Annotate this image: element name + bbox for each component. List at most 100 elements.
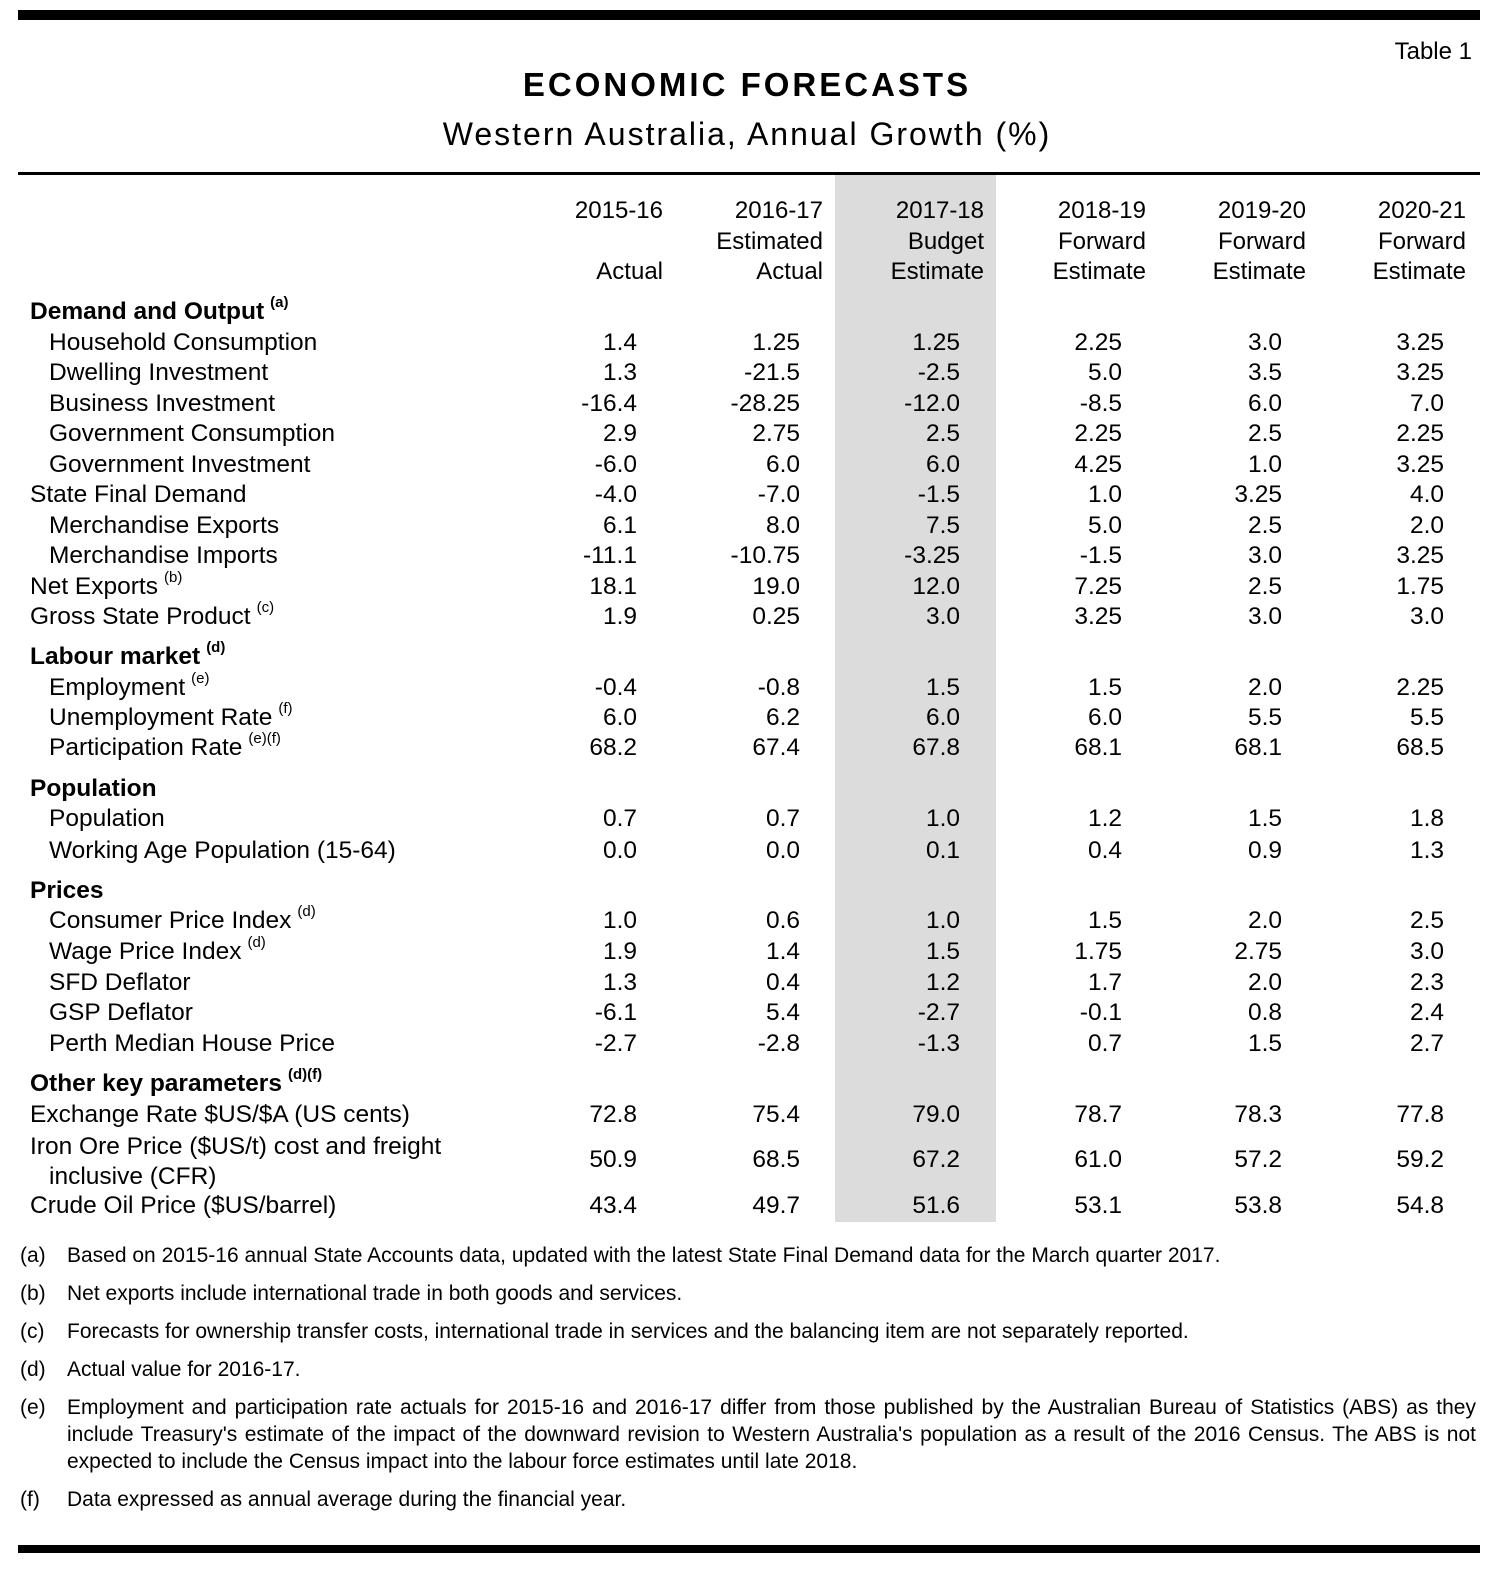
row-label: Prices: [30, 877, 104, 905]
cell-value: 6.1: [602, 512, 637, 539]
cell-value: 78.7: [1074, 1101, 1122, 1128]
row-label-text: Consumer Price Index: [49, 907, 292, 934]
column-header-line2: Budget: [907, 227, 984, 255]
cell-value: -6.1: [594, 999, 637, 1026]
section-heading-row: Demand and Output (a): [0, 294, 1494, 328]
cell-value: -10.75: [730, 542, 800, 569]
cell-value: 2.0: [1409, 512, 1444, 539]
footnote: (b) Net exports include international tra…: [20, 1280, 1476, 1307]
footnote-ref: (d): [247, 934, 266, 951]
cell-value: 68.2: [589, 734, 637, 761]
cell-value: 2.3: [1409, 969, 1444, 996]
table-row: Working Age Population (15-64) 0.0 0.0 0.1 0…: [0, 837, 1494, 867]
cell-value: 1.75: [1396, 573, 1444, 600]
cell-value: 1.9: [602, 603, 637, 630]
row-label: Demand and Output (a): [30, 294, 288, 326]
cell-value: 49.7: [752, 1192, 800, 1219]
row-label: Merchandise Imports: [49, 542, 278, 570]
table-row: Merchandise Imports -11.1 -10.75 -3.25 -1.5 3…: [0, 542, 1494, 572]
table-row: Perth Median House Price -2.7 -2.8 -1.3 0.7 1…: [0, 1030, 1494, 1060]
cell-value: 6.0: [1247, 390, 1282, 417]
cell-value: 3.25: [1396, 359, 1444, 386]
cell-value: 0.4: [1087, 837, 1122, 864]
cell-value: 3.0: [1247, 329, 1282, 356]
cell-value: 77.8: [1396, 1101, 1444, 1128]
footnote-key: (b): [20, 1282, 46, 1305]
table-row: Wage Price Index (d) 1.9 1.4 1.5 1.75 2.75 3.0: [0, 934, 1494, 968]
cell-value: 1.0: [1247, 451, 1282, 478]
footnote-key: (a): [20, 1244, 46, 1267]
cell-value: 0.25: [752, 603, 800, 630]
cell-value: 53.8: [1234, 1192, 1282, 1219]
cell-value: 2.25: [1396, 674, 1444, 701]
footnote-key: (e): [20, 1396, 46, 1419]
row-label-text: Participation Rate: [49, 734, 243, 761]
cell-value: 67.2: [912, 1146, 960, 1173]
row-label-text: Government Investment: [49, 451, 311, 478]
cell-value: 2.0: [1247, 969, 1282, 996]
cell-value: 0.6: [765, 907, 800, 934]
row-label: Government Investment: [49, 451, 310, 479]
cell-value: 3.0: [1409, 938, 1444, 965]
cell-value: 1.3: [602, 359, 637, 386]
row-label-text: Labour market: [30, 643, 201, 670]
cell-value: -0.8: [757, 674, 800, 701]
cell-value: 1.0: [925, 805, 960, 832]
cell-value: 1.2: [1087, 805, 1122, 832]
cell-value: 78.3: [1234, 1101, 1282, 1128]
row-label: Iron Ore Price ($US/t) cost and freight i…: [30, 1132, 441, 1192]
cell-value: 2.25: [1074, 420, 1122, 447]
cell-value: 67.4: [752, 734, 800, 761]
cell-value: 1.5: [925, 674, 960, 701]
table-row: Government Investment -6.0 6.0 6.0 4.25 1.0 3.…: [0, 451, 1494, 481]
table-row: Employment (e) -0.4 -0.8 1.5 1.5 2.0 2.25: [0, 670, 1494, 704]
bottom-rule: [18, 1545, 1480, 1553]
footnote-ref: (c): [256, 599, 275, 616]
column-header-year: 2020-21: [1377, 197, 1466, 224]
row-label: Merchandise Exports: [49, 512, 279, 540]
cell-value: 5.5: [1409, 704, 1444, 731]
footnote: (d) Actual value for 2016-17.: [20, 1356, 1476, 1383]
row-label: Dwelling Investment: [49, 359, 268, 387]
footnote-ref: (f): [278, 700, 293, 717]
row-label-text: Employment: [49, 674, 186, 701]
header-rule: [18, 172, 1480, 175]
cell-value: 8.0: [765, 512, 800, 539]
cell-value: 3.25: [1396, 542, 1444, 569]
row-label: SFD Deflator: [49, 969, 191, 997]
cell-value: 5.0: [1087, 359, 1122, 386]
cell-value: 2.5: [925, 420, 960, 447]
row-label-text: Wage Price Index: [49, 938, 242, 965]
cell-value: 4.0: [1409, 481, 1444, 508]
cell-value: -1.5: [1079, 542, 1122, 569]
row-label: Participation Rate (e)(f): [49, 730, 281, 762]
cell-value: 61.0: [1074, 1146, 1122, 1173]
cell-value: 3.25: [1396, 329, 1444, 356]
cell-value: 68.1: [1234, 734, 1282, 761]
cell-value: -3.25: [904, 542, 960, 569]
row-label-text: Gross State Product: [30, 603, 251, 630]
section-heading-row: Labour market (d): [0, 639, 1494, 673]
cell-value: 0.7: [765, 805, 800, 832]
row-label: Government Consumption: [49, 420, 335, 448]
footnote-ref: (e)(f): [248, 730, 281, 747]
row-label-text: Population: [49, 805, 165, 832]
cell-value: 1.5: [1087, 907, 1122, 934]
cell-value: 0.8: [1247, 999, 1282, 1026]
column-header-1: 2016-17 Estimated Actual: [716, 196, 823, 288]
table-row: Government Consumption 2.9 2.75 2.5 2.25 2.5 2…: [0, 420, 1494, 450]
cell-value: 3.25: [1074, 603, 1122, 630]
row-label: Gross State Product (c): [30, 599, 274, 631]
row-label: Net Exports (b): [30, 569, 182, 601]
cell-value: 0.7: [1087, 1030, 1122, 1057]
footnote-ref: (d): [297, 903, 316, 920]
footnote-text: Employment and participation rate actual…: [67, 1396, 1476, 1473]
cell-value: -0.1: [1079, 999, 1122, 1026]
cell-value: 0.0: [765, 837, 800, 864]
footnote-ref: (e): [191, 670, 210, 687]
cell-value: 1.2: [925, 969, 960, 996]
section-heading-row: Population: [0, 775, 1494, 805]
cell-value: -7.0: [757, 481, 800, 508]
cell-value: 1.0: [602, 907, 637, 934]
cell-value: 1.5: [925, 938, 960, 965]
